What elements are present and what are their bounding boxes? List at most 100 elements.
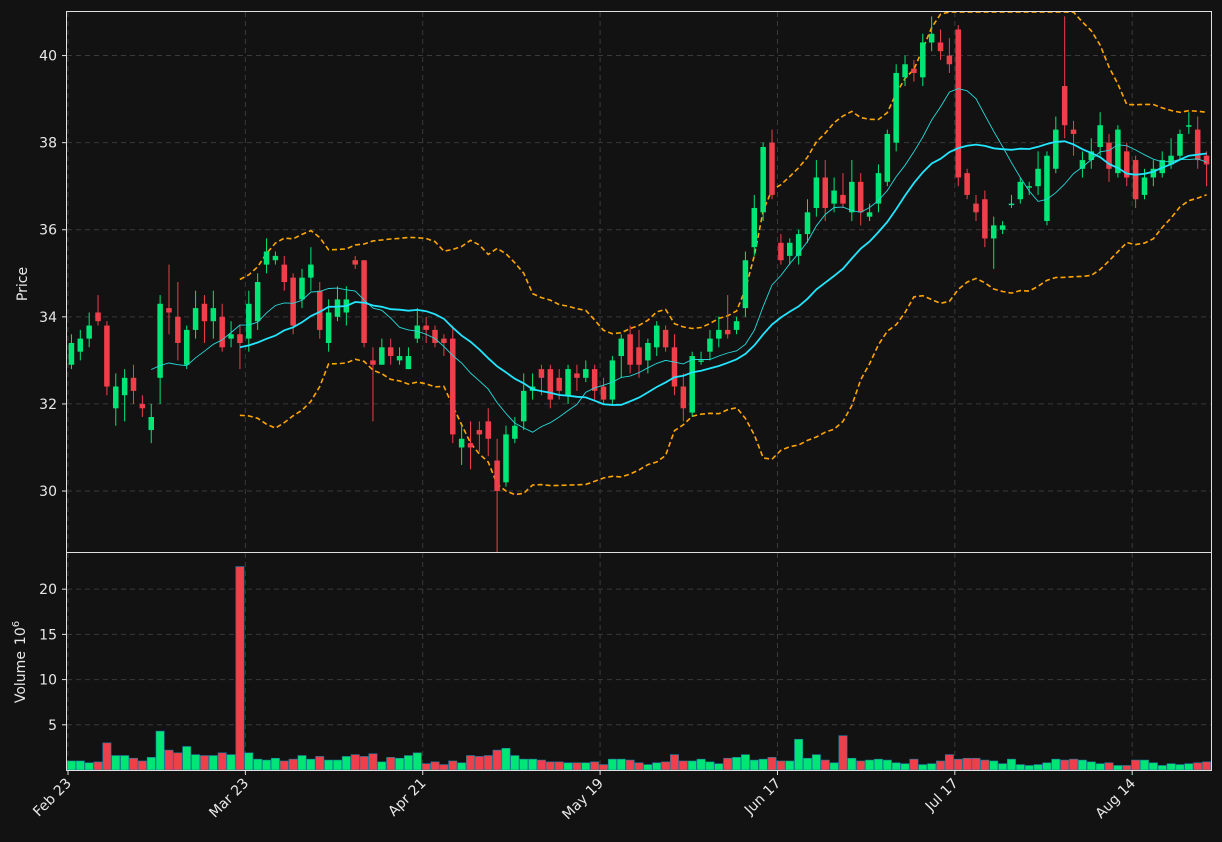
volume-bar — [297, 755, 307, 771]
volume-bar — [1175, 764, 1185, 771]
volume-bar — [217, 752, 227, 771]
volume-bar — [554, 761, 564, 771]
volume-bar — [279, 760, 289, 771]
volume-bar — [1122, 765, 1132, 771]
candle-body — [857, 181, 864, 213]
volume-bar — [962, 757, 972, 771]
volume-bar — [200, 755, 209, 771]
volume-bar — [634, 762, 644, 771]
candle-body — [254, 282, 261, 322]
volume-bar — [333, 759, 342, 771]
candle-body — [875, 173, 882, 204]
volume-axis-exponent: 10 — [13, 627, 29, 645]
candle-body — [157, 303, 163, 378]
volume-bar — [341, 756, 351, 771]
candle-body — [520, 390, 527, 422]
volume-bar — [625, 759, 635, 771]
volume-bar — [359, 756, 369, 771]
volume-bar — [900, 763, 910, 771]
volume-bar — [262, 759, 271, 771]
candle-body — [902, 64, 908, 78]
candle-body — [166, 308, 172, 313]
volume-bar — [705, 761, 715, 771]
volume-tick-label: 5 — [48, 718, 57, 734]
candle-body — [583, 369, 589, 378]
candle-body — [671, 347, 678, 387]
candle-body — [272, 255, 279, 261]
candle-body — [831, 190, 837, 204]
candle-body — [1026, 186, 1032, 188]
volume-bar — [882, 759, 892, 771]
candle-body — [325, 312, 332, 343]
candle-body — [290, 277, 296, 326]
candle-body — [1035, 168, 1041, 187]
candle-body — [769, 142, 775, 195]
volume-bar — [1060, 759, 1070, 771]
volume-bar — [927, 763, 937, 771]
candle-body — [441, 338, 447, 343]
candle-body — [760, 147, 766, 213]
volume-bar — [874, 758, 883, 771]
candle-body — [574, 373, 580, 378]
candle-body — [1070, 129, 1077, 134]
volume-bar — [1157, 765, 1167, 771]
candle-body — [263, 251, 270, 265]
candle-body — [281, 264, 288, 282]
volume-bar — [936, 760, 945, 771]
volume-bar — [545, 761, 555, 771]
volume-bar — [1131, 759, 1141, 771]
candle-body — [627, 334, 633, 365]
volume-bar — [519, 758, 529, 771]
candle-body — [964, 173, 970, 195]
candle-body — [733, 321, 740, 330]
candle-body — [316, 290, 323, 330]
candle-body — [609, 360, 616, 400]
volume-bar — [856, 760, 866, 771]
candle-body — [361, 260, 367, 343]
candle-body — [175, 316, 181, 343]
volume-bar — [652, 762, 662, 771]
candle-body — [893, 72, 899, 143]
volume-bar — [581, 762, 591, 771]
candle-body — [1132, 160, 1139, 200]
candle-body — [503, 434, 509, 483]
volume-axis-label: Volume 106 — [11, 621, 29, 703]
volume-bars — [67, 566, 1211, 771]
volume-bar — [386, 757, 396, 771]
candle-body — [1124, 151, 1130, 178]
candle-body — [928, 33, 935, 43]
volume-bar — [324, 759, 334, 771]
candle-body — [689, 356, 695, 413]
volume-bar — [643, 764, 653, 771]
candle-body — [982, 199, 988, 239]
volume-bar — [714, 763, 724, 771]
candle-body — [139, 403, 146, 409]
volume-bar — [838, 735, 848, 771]
candle-body — [458, 438, 465, 448]
candle-body — [1177, 133, 1183, 156]
candle-body — [86, 325, 92, 339]
volume-bar — [909, 758, 919, 771]
candle-body — [653, 325, 660, 348]
volume-y-ticks: 5 10 15 20 — [39, 582, 67, 734]
volume-bar — [67, 760, 76, 771]
volume-bar — [794, 738, 804, 771]
candle-body — [1203, 155, 1210, 165]
volume-bar — [989, 760, 999, 771]
volume-panel-frame — [66, 552, 1212, 771]
candle-body — [547, 369, 554, 400]
candle-body — [246, 303, 252, 339]
volume-bar — [1007, 758, 1016, 771]
volume-bar — [607, 758, 617, 771]
volume-bar — [678, 760, 688, 771]
volume-axis-label-text: Volume — [13, 651, 29, 703]
candle-body — [849, 181, 855, 213]
price-y-ticks: 30 32 34 36 38 40 — [39, 49, 67, 500]
volume-bar — [599, 764, 608, 771]
volume-bar — [829, 762, 839, 771]
candle-body — [724, 329, 731, 335]
candle-body — [113, 386, 119, 409]
candle-body — [104, 325, 110, 387]
candle-body — [379, 347, 385, 365]
candle-body — [148, 417, 154, 431]
